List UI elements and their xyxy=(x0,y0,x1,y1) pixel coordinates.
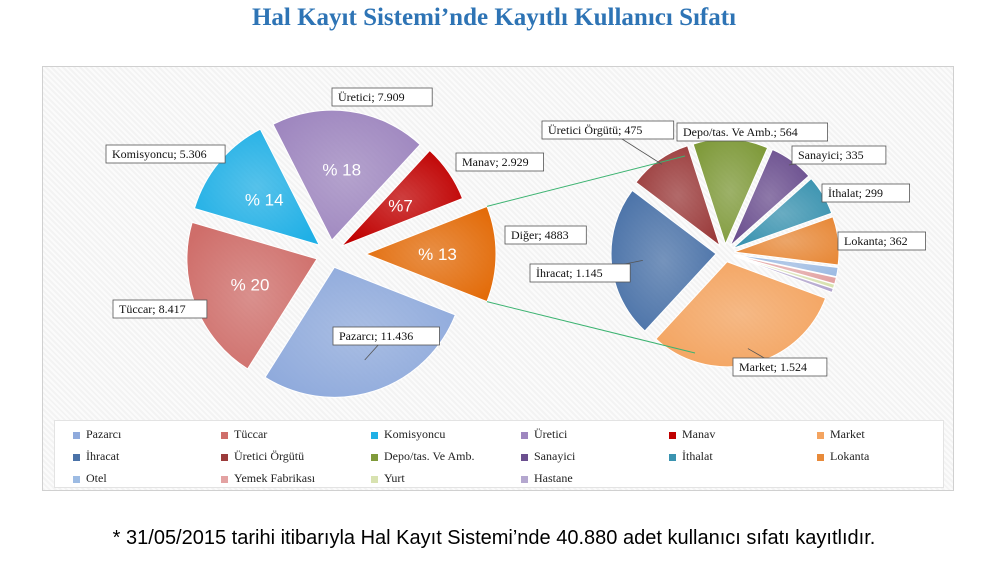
data-label-tuccar: Tüccar; 8.417 xyxy=(112,299,208,319)
legend-label: Komisyoncu xyxy=(384,427,446,441)
data-label-ithalat: İthalat; 299 xyxy=(821,183,910,203)
legend-swatch xyxy=(669,453,676,461)
legend-label: Yemek Fabrikası xyxy=(234,471,316,485)
data-label-lokanta: Lokanta; 362 xyxy=(837,231,926,251)
secondary-slice-otel xyxy=(733,254,839,278)
pct-label-manav: %7 xyxy=(388,197,413,216)
legend-swatch xyxy=(73,475,80,483)
legend-label: Lokanta xyxy=(830,449,870,463)
svg-text:Üretici; 7.909: Üretici; 7.909 xyxy=(338,90,405,104)
data-label-ihracat: İhracat; 1.145 xyxy=(529,259,643,283)
svg-text:Lokanta; 362: Lokanta; 362 xyxy=(844,234,908,248)
legend-swatch xyxy=(221,453,228,461)
pie-slice-uretici xyxy=(272,109,421,241)
legend-item-yemek-fabrikas: Yemek Fabrikası xyxy=(221,471,315,489)
legend-swatch xyxy=(521,431,528,439)
svg-text:Sanayici; 335: Sanayici; 335 xyxy=(798,148,864,162)
data-label-uretici-orgutu: Üretici Örgütü; 475 xyxy=(541,120,675,165)
legend-item-depo-tas-ve-amb: Depo/tas. Ve Amb. xyxy=(371,449,474,467)
legend-label: Pazarcı xyxy=(86,427,122,441)
data-label-manav: Manav; 2.929 xyxy=(455,152,544,172)
legend-swatch xyxy=(73,453,80,461)
legend-item-ithalat: İthalat xyxy=(669,449,713,467)
legend-label: İthalat xyxy=(682,449,713,463)
pct-label-uretici: % 18 xyxy=(322,160,361,179)
chart-title: Hal Kayıt Sistemi’nde Kayıtlı Kullanıcı … xyxy=(251,4,737,31)
data-label-uretici: Üretici; 7.909 xyxy=(331,87,433,107)
legend-item-komisyoncu: Komisyoncu xyxy=(371,427,445,445)
connector-line-bottom xyxy=(486,301,696,354)
secondary-slice-ihracat xyxy=(610,189,717,332)
legend-swatch xyxy=(371,453,378,461)
svg-text:İhracat; 1.145: İhracat; 1.145 xyxy=(536,266,603,280)
secondary-slice-uretici-orgutu xyxy=(635,145,721,248)
legend-label: Tüccar xyxy=(234,427,268,441)
legend-item-ihracat: İhracat xyxy=(73,449,119,467)
pie-slice-manav xyxy=(341,149,464,247)
data-label-diger: Diğer; 4883 xyxy=(504,225,587,245)
legend-label: Manav xyxy=(682,427,716,441)
legend-swatch xyxy=(817,453,824,461)
svg-text:Pazarcı; 11.436: Pazarcı; 11.436 xyxy=(339,329,413,343)
svg-text:Üretici Örgütü; 475: Üretici Örgütü; 475 xyxy=(548,123,642,137)
legend-item-tuccar: Tüccar xyxy=(221,427,267,445)
svg-text:Manav; 2.929: Manav; 2.929 xyxy=(462,155,529,169)
legend-item-lokanta: Lokanta xyxy=(817,449,869,467)
legend-label: Depo/tas. Ve Amb. xyxy=(384,449,475,463)
legend-item-hastane: Hastane xyxy=(521,471,573,489)
legend-label: Yurt xyxy=(384,471,405,485)
legend-swatch xyxy=(521,453,528,461)
legend-swatch xyxy=(371,475,378,483)
legend-swatch xyxy=(371,431,378,439)
legend-swatch xyxy=(521,475,528,483)
connector-line-top xyxy=(486,155,686,207)
pie-slice-diger xyxy=(364,205,497,303)
svg-text:Depo/tas. Ve Amb.; 564: Depo/tas. Ve Amb.; 564 xyxy=(683,125,798,139)
legend-item-market: Market xyxy=(817,427,865,445)
svg-text:Komisyoncu; 5.306: Komisyoncu; 5.306 xyxy=(112,147,207,161)
secondary-slice-hastane xyxy=(733,255,834,294)
chart-legend: Pazarcı Tüccar Komisyoncu Üretici Manav Marke… xyxy=(54,420,944,488)
legend-label: Hastane xyxy=(534,471,573,485)
svg-text:İthalat; 299: İthalat; 299 xyxy=(828,186,883,200)
legend-swatch xyxy=(817,431,824,439)
svg-text:Market; 1.524: Market; 1.524 xyxy=(739,360,807,374)
legend-item-pazarc: Pazarcı xyxy=(73,427,121,445)
data-label-depo: Depo/tas. Ve Amb.; 564 xyxy=(676,122,829,142)
legend-item-uretici-orgutu: Üretici Örgütü xyxy=(221,449,304,467)
legend-label: Üretici Örgütü xyxy=(234,449,305,463)
legend-swatch xyxy=(669,431,676,439)
legend-item-uretici: Üretici xyxy=(521,427,567,445)
legend-label: İhracat xyxy=(86,449,120,463)
legend-label: Üretici xyxy=(534,427,568,441)
pct-label-tuccar: % 20 xyxy=(231,275,270,294)
data-label-market: Market; 1.524 xyxy=(732,348,828,377)
data-label-pazarci: Pazarcı; 11.436 xyxy=(332,326,440,361)
legend-item-manav: Manav xyxy=(669,427,715,445)
svg-text:Diğer; 4883: Diğer; 4883 xyxy=(511,228,569,242)
pct-label-diger: % 13 xyxy=(418,245,457,264)
legend-item-sanayici: Sanayici xyxy=(521,449,575,467)
data-label-komisyoncu: Komisyoncu; 5.306 xyxy=(105,144,226,164)
legend-swatch xyxy=(221,431,228,439)
legend-swatch xyxy=(73,431,80,439)
svg-text:Tüccar; 8.417: Tüccar; 8.417 xyxy=(119,302,186,316)
legend-label: Sanayici xyxy=(534,449,576,463)
legend-label: Otel xyxy=(86,471,107,485)
legend-item-otel: Otel xyxy=(73,471,107,489)
legend-label: Market xyxy=(830,427,865,441)
footnote: * 31/05/2015 tarihi itibarıyla Hal Kayıt… xyxy=(112,527,876,549)
data-label-sanayici: Sanayici; 335 xyxy=(788,145,887,166)
legend-item-yurt: Yurt xyxy=(371,471,405,489)
pct-label-komisyoncu: % 14 xyxy=(245,190,284,209)
legend-swatch xyxy=(221,475,228,483)
